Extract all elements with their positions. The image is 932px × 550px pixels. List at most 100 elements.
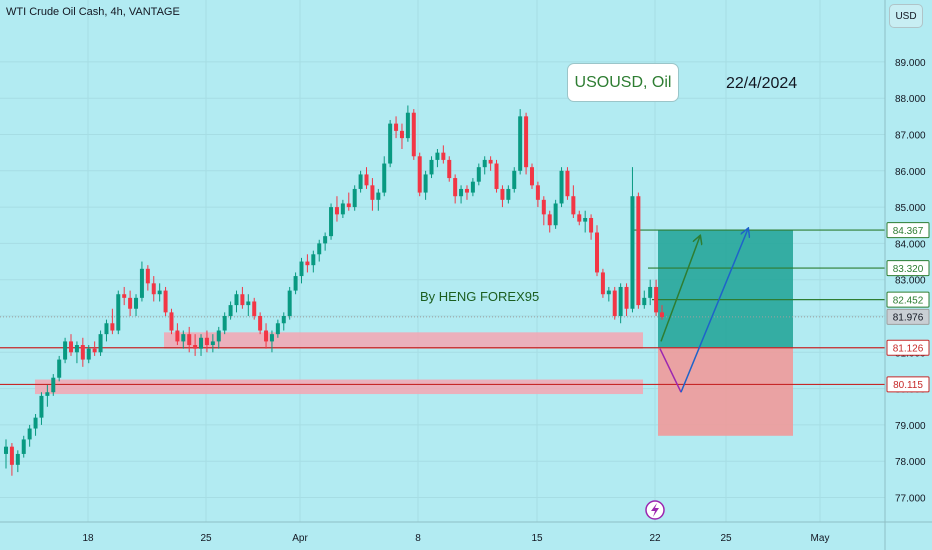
candle — [447, 156, 452, 182]
candle-body — [128, 297, 133, 309]
candle-body — [559, 170, 564, 204]
currency-button[interactable]: USD — [889, 4, 923, 28]
candle-body — [453, 178, 458, 197]
candle-body — [92, 348, 97, 353]
price-badge-81.126: 81.126 — [886, 339, 930, 356]
x-tick-label: 22 — [649, 533, 661, 544]
candle — [529, 163, 534, 189]
candle — [317, 239, 322, 262]
candle — [541, 196, 546, 226]
candle — [518, 109, 523, 175]
candle — [122, 286, 127, 306]
candle — [86, 345, 91, 364]
candle-body — [382, 163, 387, 193]
candle-body — [358, 174, 363, 189]
y-tick-label: 87.000 — [895, 131, 926, 142]
price-badge-80.115: 80.115 — [886, 376, 930, 393]
candle-body — [293, 276, 298, 291]
candle-body — [547, 214, 552, 226]
candle — [453, 174, 458, 204]
candle — [334, 196, 339, 222]
candle — [435, 149, 440, 168]
candle — [293, 272, 298, 295]
candle-body — [352, 188, 357, 208]
candle — [423, 170, 428, 200]
candle — [234, 290, 239, 313]
candle — [163, 286, 168, 316]
candle-body — [86, 348, 91, 360]
projection-arrow-purple — [659, 348, 682, 393]
candle — [305, 254, 310, 273]
candle — [595, 225, 599, 277]
candle-body — [15, 453, 20, 465]
trade-box — [658, 230, 793, 436]
candle — [654, 279, 659, 316]
candle — [388, 119, 393, 168]
candle — [145, 265, 150, 291]
projection-arrow-green — [660, 236, 700, 342]
candle-body — [228, 305, 233, 316]
candle-body — [441, 152, 446, 160]
candle-body — [529, 167, 534, 186]
candle-body — [329, 207, 334, 237]
candle-body — [642, 297, 647, 306]
candle-body — [234, 294, 239, 306]
price-badge-84.367: 84.367 — [886, 222, 930, 239]
candle — [216, 326, 221, 349]
candle-body — [482, 159, 487, 168]
y-tick-label: 84.000 — [895, 239, 926, 250]
candle — [33, 414, 38, 436]
candle — [57, 355, 62, 382]
candle-body — [405, 112, 410, 139]
candle — [287, 286, 292, 320]
candle-body — [187, 334, 192, 346]
candle-body — [199, 337, 204, 349]
candle — [512, 167, 517, 193]
candle — [92, 341, 97, 356]
price-badge-box — [886, 260, 930, 277]
symbol-label: USOUSD, Oil — [567, 63, 679, 102]
candle-body — [654, 286, 659, 313]
candle — [246, 294, 251, 316]
event-marker[interactable] — [645, 500, 665, 520]
date-label: 22/4/2024 — [726, 75, 798, 92]
candle-body — [459, 188, 464, 197]
candle — [181, 330, 186, 349]
price-badge-83.320: 83.320 — [886, 260, 930, 277]
candle — [9, 443, 14, 476]
price-level-lines — [0, 229, 885, 386]
candle-body — [175, 330, 180, 342]
candle — [98, 330, 103, 356]
candle — [405, 105, 410, 142]
candle-body — [169, 312, 174, 331]
candle-body — [4, 446, 8, 454]
candle-body — [334, 207, 339, 215]
candle-body — [151, 283, 156, 295]
candle-body — [210, 341, 215, 346]
candle-body — [323, 236, 328, 244]
candle-body — [63, 341, 68, 360]
candle-body — [630, 196, 635, 309]
candle — [606, 286, 611, 302]
candle-body — [246, 301, 251, 306]
candle-body — [494, 163, 499, 189]
candle — [80, 337, 85, 367]
candle — [648, 279, 653, 306]
loss-zone — [658, 347, 793, 436]
candle — [500, 185, 505, 208]
candle — [482, 156, 487, 175]
price-badge-box — [886, 222, 930, 239]
candle-body — [506, 188, 511, 200]
candle — [222, 312, 227, 335]
candle — [636, 192, 641, 309]
candle — [660, 305, 665, 320]
candle — [642, 290, 647, 309]
price-badge-text: 82.452 — [893, 295, 924, 306]
candle — [630, 167, 635, 313]
candle-body — [258, 316, 263, 331]
candle-body — [27, 428, 32, 440]
candle — [151, 276, 156, 302]
candle-body — [612, 290, 617, 316]
candle — [311, 250, 316, 273]
